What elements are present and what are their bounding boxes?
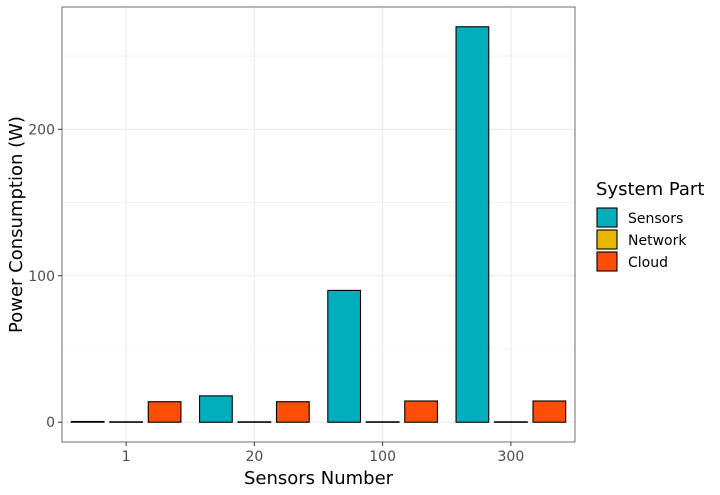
- y-tick-label: 0: [46, 415, 55, 431]
- bars: [70, 26, 567, 423]
- bar-cloud-20: [275, 401, 310, 423]
- legend-label-cloud: Cloud: [628, 255, 668, 271]
- bar-network-20: [237, 421, 272, 423]
- bar-sensors-20: [198, 395, 233, 423]
- bar-network-300: [493, 421, 528, 423]
- legend-title: System Part: [596, 179, 704, 200]
- bar-sensors-100: [327, 289, 362, 423]
- y-axis-title: Power Consumption (W): [6, 116, 27, 333]
- legend-key-network: [596, 229, 618, 250]
- y-axis: 0 100 200: [28, 122, 62, 431]
- legend-label-sensors: Sensors: [628, 211, 683, 227]
- bar-cloud-1: [147, 401, 182, 423]
- bar-network-100: [365, 421, 400, 423]
- bar-network-1: [109, 421, 144, 423]
- grid-major: [62, 7, 575, 442]
- y-tick-label: 100: [28, 269, 55, 285]
- bar-sensors-1: [70, 420, 105, 423]
- x-axis-title: Sensors Number: [244, 468, 394, 489]
- x-tick-label: 20: [245, 449, 263, 465]
- legend: System Part Sensors Network Cloud: [596, 179, 704, 272]
- legend-key-cloud: [596, 251, 618, 272]
- x-tick-label: 100: [369, 449, 396, 465]
- plot-panel: [62, 7, 575, 442]
- bar-sensors-300: [455, 26, 490, 423]
- grid-minor: [62, 55, 575, 350]
- bar-cloud-300: [532, 400, 567, 423]
- plot-border: [61, 6, 576, 443]
- bar-cloud-100: [404, 400, 439, 423]
- x-tick-label: 1: [122, 449, 131, 465]
- legend-key-sensors: [596, 207, 618, 228]
- y-tick-label: 200: [28, 122, 55, 138]
- x-axis: 1 20 100 300: [122, 442, 525, 465]
- legend-label-network: Network: [628, 233, 687, 249]
- x-tick-label: 300: [498, 449, 525, 465]
